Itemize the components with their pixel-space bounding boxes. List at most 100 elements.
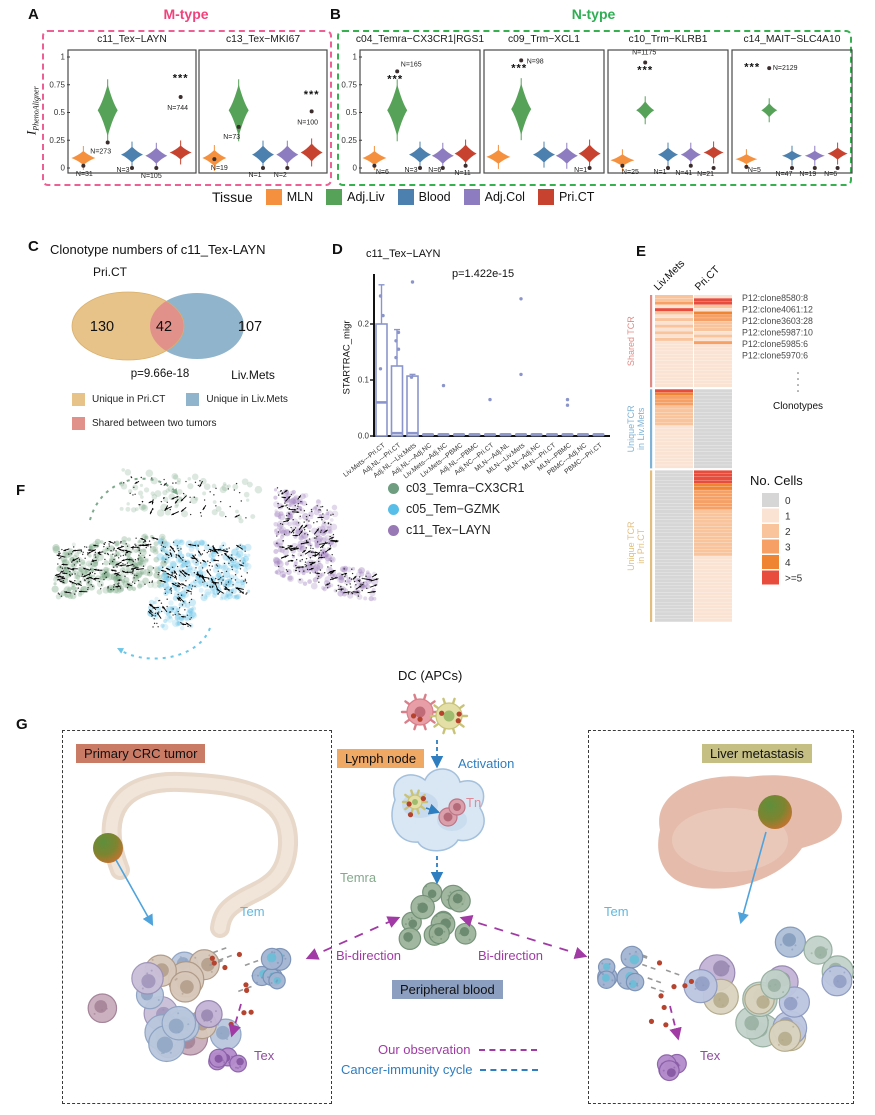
svg-text:N=1: N=1 (574, 167, 587, 174)
svg-text:***: *** (173, 72, 189, 84)
svg-text:1: 1 (353, 53, 358, 62)
tissue-legend-title: Tissue (212, 189, 253, 205)
m-type-title: M-type (163, 6, 209, 22)
svg-text:107: 107 (238, 319, 262, 335)
svg-text:c10_Trm−KLRB1: c10_Trm−KLRB1 (629, 34, 708, 45)
venn-legend-swatch (72, 393, 85, 406)
svg-text:0.25: 0.25 (49, 136, 65, 145)
svg-text:P12:clone5985:6: P12:clone5985:6 (742, 339, 808, 349)
tissue-label: Pri.CT (558, 190, 595, 204)
svg-text:0.2: 0.2 (358, 320, 370, 329)
svg-text:UniqueTCR: UniqueTCR (626, 405, 636, 453)
svg-text:in Liv.Mets: in Liv.Mets (636, 407, 646, 450)
svg-text:N=6: N=6 (428, 167, 441, 174)
cluster-dot (388, 503, 399, 515)
cluster-dot (388, 482, 399, 494)
svg-text:c11_Tex−LAYN: c11_Tex−LAYN (97, 34, 167, 45)
svg-text:***: *** (744, 61, 760, 73)
embedding-legend-item: c05_Tem−GZMK (388, 502, 524, 516)
svg-text:P12:clone4061:12: P12:clone4061:12 (742, 305, 813, 315)
cluster-dot (388, 524, 399, 536)
svg-text:0.75: 0.75 (49, 80, 65, 89)
svg-text:N=3: N=3 (116, 167, 129, 174)
cluster-label: c05_Tem−GZMK (406, 502, 501, 516)
svg-text:***: *** (387, 74, 403, 86)
purple-dash-line (478, 1048, 537, 1051)
svg-text:N=165: N=165 (401, 61, 422, 68)
svg-text:N=273: N=273 (90, 148, 111, 155)
tissue-swatch (537, 189, 554, 205)
svg-text:Clonotypes: Clonotypes (773, 401, 823, 412)
venn-legend-label: Unique in Pri.CT (92, 394, 166, 405)
svg-text:***: *** (637, 65, 653, 77)
tissue-label: Adj.Liv (347, 190, 385, 204)
tissue-legend-item-adjliv: Adj.Liv (326, 189, 385, 205)
svg-text:N=105: N=105 (141, 173, 162, 180)
svg-text:1: 1 (785, 512, 791, 523)
tissue-legend-item-mln: MLN (265, 189, 313, 205)
tem-left-label: Tem (240, 904, 265, 919)
svg-text:Pri.CT: Pri.CT (693, 263, 723, 293)
venn-legend-swatch (186, 393, 200, 406)
svg-text:N=19: N=19 (799, 171, 816, 178)
dc-apcs-label: DC (APCs) (398, 668, 463, 683)
svg-text:>=5: >=5 (785, 574, 803, 585)
svg-text:N=19: N=19 (211, 165, 228, 172)
embedding-legend-item: c11_Tex−LAYN (388, 523, 524, 537)
svg-text:0: 0 (353, 164, 358, 173)
our-observation-legend: Our observation (378, 1042, 537, 1057)
svg-text:N=744: N=744 (167, 105, 188, 112)
svg-text:N=2: N=2 (274, 172, 287, 179)
svg-text:N=2129: N=2129 (773, 65, 798, 72)
svg-text:2: 2 (785, 527, 791, 538)
svg-text:0.75: 0.75 (341, 80, 357, 89)
m-type-box (42, 30, 332, 186)
cluster-label: c11_Tex−LAYN (406, 523, 491, 537)
svg-text:0.1: 0.1 (358, 376, 370, 385)
bidirection-right-label: Bi-direction (478, 948, 544, 963)
svg-text:0.5: 0.5 (54, 108, 66, 117)
svg-text:Liv.Mets: Liv.Mets (652, 258, 688, 294)
svg-text:N=73: N=73 (223, 134, 240, 141)
peripheral-blood-tag: Peripheral blood (392, 980, 503, 999)
svg-text:Unique TCR: Unique TCR (626, 521, 636, 571)
svg-text:N=41: N=41 (675, 170, 692, 177)
svg-text:4: 4 (785, 558, 791, 569)
svg-text:N=1175: N=1175 (632, 50, 656, 57)
venn-legend-row-1: Unique in Pri.CT Unique in Liv.Mets (72, 393, 288, 406)
tem-right-label: Tem (604, 904, 629, 919)
panel-a-label: A (28, 6, 39, 23)
cancer-immunity-text: Cancer-immunity cycle (341, 1062, 473, 1077)
svg-text:N=11: N=11 (454, 170, 471, 177)
tissue-legend: Tissue MLN Adj.Liv Blood Adj.Col Pri.CT (212, 189, 594, 205)
panel-d-label: D (332, 241, 343, 258)
box-plot-title: c11_Tex−LAYN (366, 248, 441, 260)
schematic-art (87, 693, 854, 1082)
svg-text:P12:clone3603:28: P12:clone3603:28 (742, 316, 813, 326)
svg-text:N=6: N=6 (824, 171, 837, 178)
svg-text:in Pri.CT: in Pri.CT (636, 528, 646, 564)
venn-legend-label: Unique in Liv.Mets (206, 394, 288, 405)
svg-text:N=98: N=98 (527, 58, 544, 65)
svg-text:0.25: 0.25 (341, 136, 357, 145)
svg-text:N=25: N=25 (622, 169, 639, 176)
venn-legend-label: Shared between two tumors (92, 418, 217, 429)
trajectory-embedding (51, 468, 379, 660)
svg-text:3: 3 (785, 543, 791, 554)
svg-text:1: 1 (61, 53, 66, 62)
bidirection-left-label: Bi-direction (336, 948, 402, 963)
activation-label: Activation (458, 756, 515, 771)
panel-g-label: G (16, 716, 28, 733)
tex-left-label: Tex (254, 1048, 275, 1063)
panel-f-label: F (16, 482, 26, 499)
liver-metastasis-tag: Liver metastasis (702, 744, 812, 763)
svg-text:***: *** (304, 89, 320, 101)
svg-text:0: 0 (785, 496, 791, 507)
svg-text:0.5: 0.5 (346, 108, 358, 117)
svg-text:c13_Tex−MKI67: c13_Tex−MKI67 (226, 34, 300, 45)
svg-text:P12:clone8580:8: P12:clone8580:8 (742, 293, 808, 303)
svg-text:N=3: N=3 (404, 167, 417, 174)
svg-text:42: 42 (156, 319, 172, 335)
startrac-box-plot: 0.20.10.0Liv.Mets---Pri.CTAdj.NL---Pri.C… (342, 274, 610, 480)
